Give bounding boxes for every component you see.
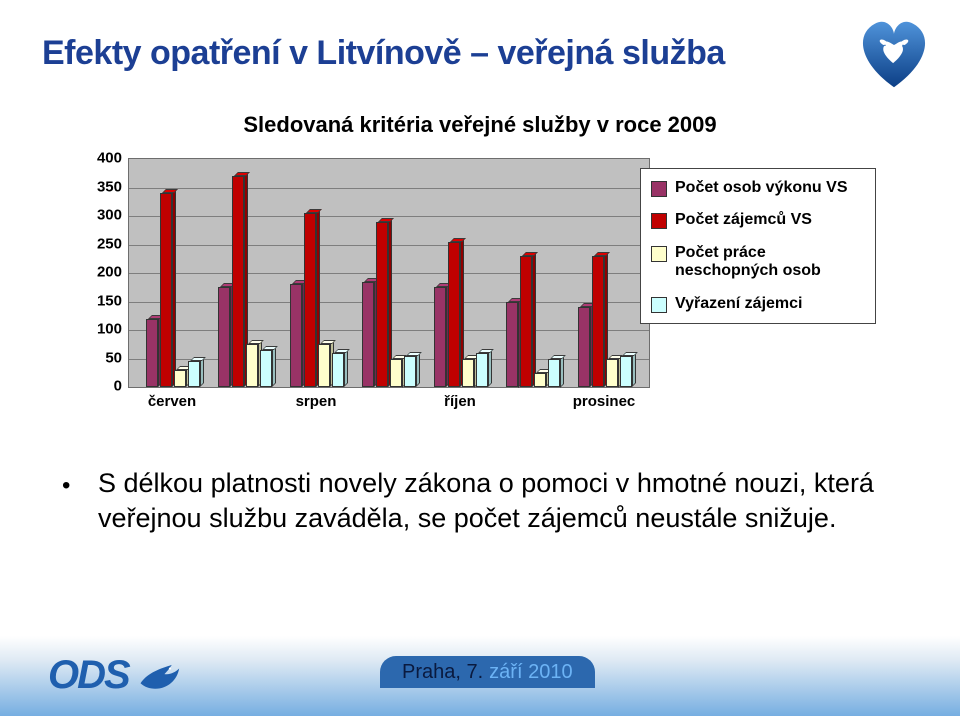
y-tick-label: 350 (78, 178, 122, 195)
chart-area: 050100150200250300350400 červensrpenříje… (78, 158, 898, 446)
legend-label: Vyřazení zájemci (675, 295, 802, 313)
x-tick-label: prosinec (554, 393, 654, 410)
legend-swatch (651, 213, 667, 229)
bar (188, 357, 204, 387)
bullet-paragraph: • S délkou platnosti novely zákona o pom… (62, 466, 892, 536)
legend-label: Počet osob výkonu VS (675, 179, 847, 197)
bullet-marker: • (62, 472, 70, 500)
bar (160, 189, 176, 387)
y-tick-label: 300 (78, 207, 122, 224)
footer-location: Praha, 7. (402, 661, 483, 684)
ods-logo: ODS (48, 652, 181, 698)
bullet-content: S délkou platnosti novely zákona o pomoc… (98, 466, 892, 536)
y-tick-label: 150 (78, 292, 122, 309)
legend-swatch (651, 246, 667, 262)
bar (620, 352, 636, 387)
page-title: Efekty opatření v Litvínově – veřejná sl… (42, 34, 725, 73)
bars-layer (129, 159, 649, 387)
bar (332, 349, 348, 387)
y-tick-label: 200 (78, 264, 122, 281)
slide-page: Efekty opatření v Litvínově – veřejná sl… (0, 0, 960, 716)
bar (260, 346, 276, 387)
x-tick-label: srpen (266, 393, 366, 410)
legend-label: Počet zájemců VS (675, 211, 812, 229)
y-tick-label: 100 (78, 321, 122, 338)
y-tick-label: 0 (78, 378, 122, 395)
chart-legend: Počet osob výkonu VS Počet zájemců VS Poče… (640, 168, 876, 324)
bar (404, 352, 420, 387)
bar (520, 252, 536, 387)
x-tick-label: říjen (410, 393, 510, 410)
footer-date: září 2010 (489, 661, 572, 684)
heart-logo (850, 8, 938, 96)
legend-label: Počet práce neschopných osob (675, 244, 865, 281)
bar (548, 355, 564, 388)
legend-item: Vyřazení zájemci (651, 295, 865, 313)
chart-plot (128, 158, 650, 388)
bar (476, 349, 492, 387)
y-tick-label: 400 (78, 150, 122, 167)
y-tick-label: 50 (78, 349, 122, 366)
legend-swatch (651, 297, 667, 313)
footer-tab: Praha, 7. září 2010 (380, 656, 595, 688)
ods-logo-text: ODS (48, 653, 129, 698)
chart-title: Sledovaná kritéria veřejné služby v roce… (0, 112, 960, 138)
legend-swatch (651, 181, 667, 197)
ods-bird-icon (135, 652, 181, 698)
legend-item: Počet práce neschopných osob (651, 244, 865, 281)
x-tick-label: červen (122, 393, 222, 410)
y-tick-label: 250 (78, 235, 122, 252)
legend-item: Počet zájemců VS (651, 211, 865, 229)
legend-item: Počet osob výkonu VS (651, 179, 865, 197)
